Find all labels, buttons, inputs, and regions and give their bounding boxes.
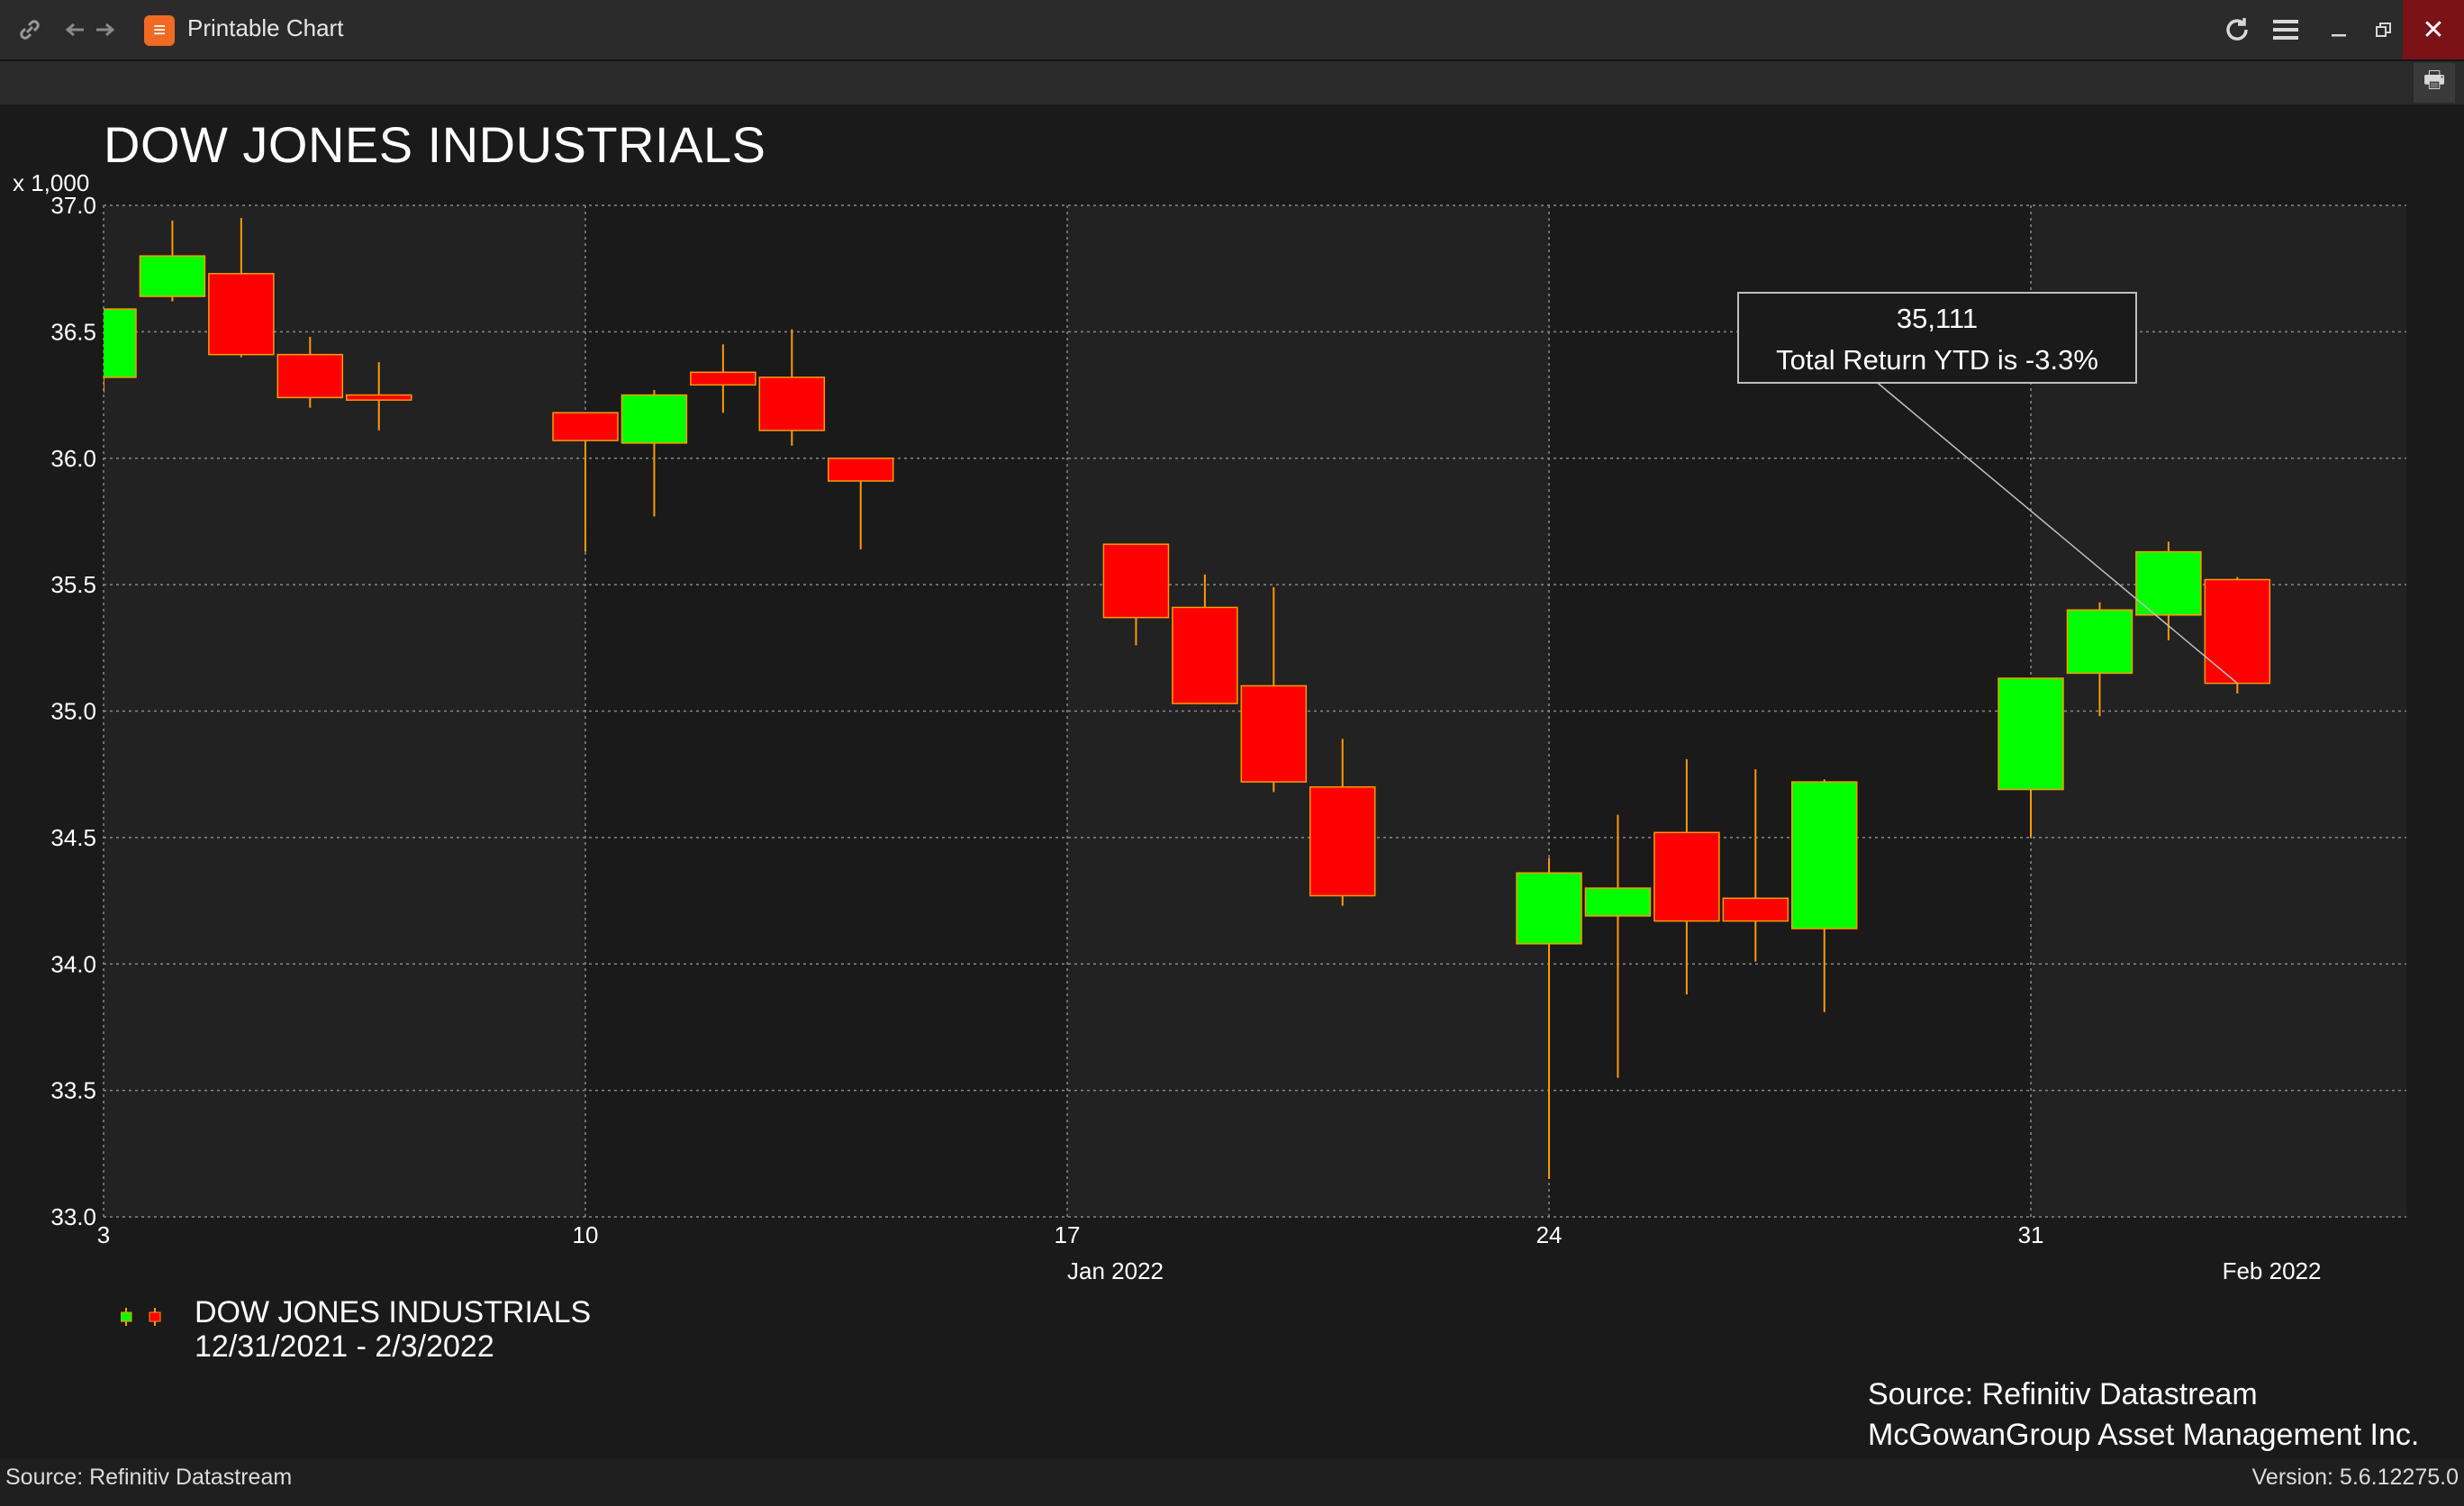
candle-down xyxy=(276,353,344,399)
candle-down xyxy=(827,458,894,482)
candle-up xyxy=(139,255,206,297)
y-tick-label: 33.5 xyxy=(50,1077,96,1104)
window-title: Printable Chart xyxy=(187,14,344,41)
back-arrow-icon[interactable] xyxy=(63,13,86,47)
legend-candle-icon xyxy=(121,1308,161,1326)
annotation-return: Total Return YTD is -3.3% xyxy=(1776,344,2098,376)
print-icon: 🖶 xyxy=(2423,66,2446,93)
print-button[interactable]: 🖶 xyxy=(2414,63,2455,103)
x-month-label: Jan 2022 xyxy=(1067,1257,1164,1284)
candle-up xyxy=(1791,781,1858,930)
candle-up xyxy=(1997,677,2064,791)
menu-icon[interactable] xyxy=(2268,11,2304,49)
y-tick-label: 35.5 xyxy=(50,571,96,598)
candle-down xyxy=(2204,578,2271,685)
candle-down xyxy=(208,273,275,356)
candles-group xyxy=(104,218,2271,1179)
status-source: Source: Refinitiv Datastream xyxy=(5,1465,293,1490)
source-note-line1: Source: Refinitiv Datastream xyxy=(1868,1377,2258,1411)
candle-down xyxy=(1172,606,1238,704)
candle-up xyxy=(2066,609,2133,675)
source-note: Source: Refinitiv Datastream McGowanGrou… xyxy=(1868,1374,2419,1456)
close-button[interactable]: ✕ xyxy=(2403,0,2464,59)
annotation-box xyxy=(1737,292,2137,384)
status-version: Version: 5.6.12275.0 xyxy=(2251,1465,2459,1490)
refinitiv-logo-icon: ≡ xyxy=(144,15,175,46)
y-tick-label: 36.0 xyxy=(50,445,96,472)
x-tick-label: 3 xyxy=(97,1221,110,1248)
minimize-icon[interactable] xyxy=(2322,11,2356,49)
restore-icon[interactable] xyxy=(2367,11,2401,49)
candle-down xyxy=(758,376,826,431)
candle-down xyxy=(690,371,756,386)
y-axis-unit-label: x 1,000 xyxy=(13,169,90,196)
candle-up xyxy=(104,308,137,378)
y-tick-label: 33.0 xyxy=(50,1203,96,1230)
x-tick-label: 24 xyxy=(1536,1221,1563,1248)
candle-up xyxy=(621,394,688,444)
window-titlebar: ≡ Printable Chart ✕ xyxy=(0,0,2464,61)
candle-down xyxy=(1240,685,1308,783)
x-month-label: Feb 2022 xyxy=(2223,1257,2322,1284)
candle-up xyxy=(1584,887,1652,917)
y-tick-label: 36.5 xyxy=(50,318,96,345)
close-icon: ✕ xyxy=(2422,14,2445,45)
candle-down xyxy=(1722,897,1789,922)
refresh-icon[interactable] xyxy=(2219,11,2255,49)
legend-series-name: DOW JONES INDUSTRIALS xyxy=(195,1295,592,1329)
legend-date-range: 12/31/2021 - 2/3/2022 xyxy=(195,1329,494,1364)
candle-down xyxy=(552,412,619,441)
status-bar xyxy=(0,1459,2464,1506)
candle-up xyxy=(2135,550,2202,616)
x-tick-label: 17 xyxy=(1055,1221,1081,1248)
chart-title: DOW JONES INDUSTRIALS xyxy=(104,116,766,173)
annotation-value: 35,111 xyxy=(1897,303,1978,334)
y-tick-label: 34.0 xyxy=(50,950,96,977)
x-tick-label: 10 xyxy=(573,1221,599,1248)
candle-down xyxy=(1102,543,1170,619)
source-note-line2: McGowanGroup Asset Management Inc. xyxy=(1868,1418,2420,1452)
link-icon[interactable] xyxy=(16,13,43,47)
y-tick-label: 34.5 xyxy=(50,824,96,851)
candle-down xyxy=(345,394,412,401)
candlestick-chart: 37.0 36.5 36.0 35.5 35.0 34.5 34.0 33.5 33.03 10 1… xyxy=(50,192,2406,1284)
forward-arrow-icon[interactable] xyxy=(94,13,117,47)
candle-down xyxy=(1653,831,1720,922)
candle-down xyxy=(1309,785,1376,897)
chart-toolbar xyxy=(0,61,2464,104)
y-tick-label: 35.0 xyxy=(50,698,96,725)
y-tick-label: 37.0 xyxy=(50,192,96,219)
candle-up xyxy=(1516,872,1582,945)
x-tick-label: 31 xyxy=(2018,1221,2044,1248)
annotation-leader-line xyxy=(1877,382,2238,685)
